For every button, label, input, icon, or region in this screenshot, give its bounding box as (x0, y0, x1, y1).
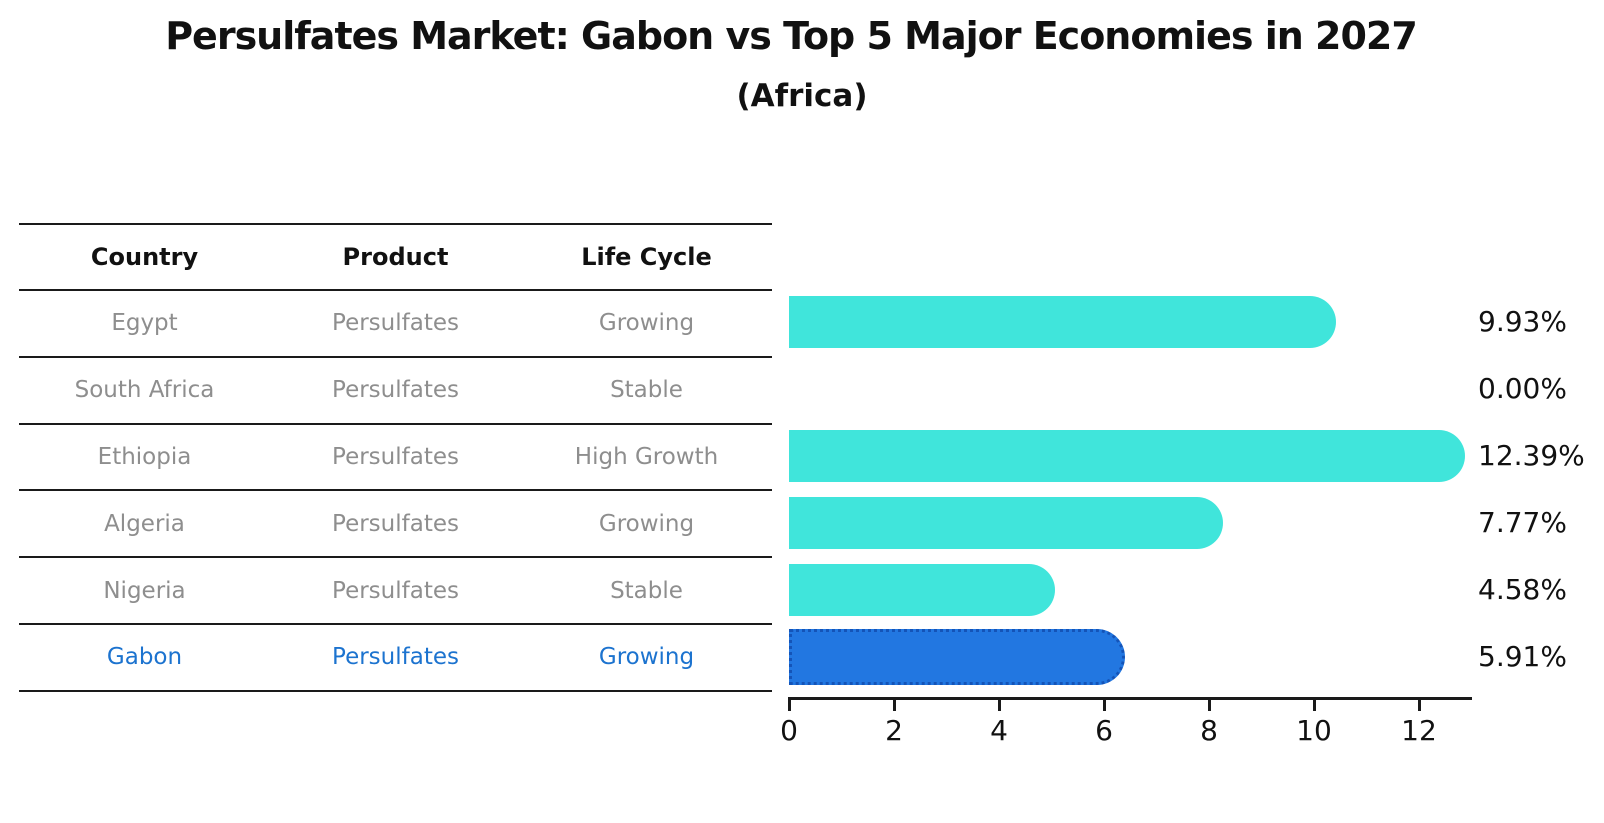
table-row-algeria: Algeria Persulfates Growing (19, 491, 772, 559)
value-label-ethiopia: 12.39% (1478, 439, 1585, 473)
cell-algeria-life-cycle: Growing (598, 510, 695, 537)
table-header-product: Product (342, 243, 449, 271)
country-table: Country Product Life Cycle Egypt Persulfate… (19, 223, 772, 692)
x-tick-label-8: 8 (1200, 714, 1218, 747)
bar-gabon (789, 628, 1126, 685)
x-tick-label-12: 12 (1401, 714, 1437, 747)
table-row-nigeria: Nigeria Persulfates Stable (19, 558, 772, 625)
cell-nigeria-country: Nigeria (103, 577, 186, 604)
table-row-egypt: Egypt Persulfates Growing (19, 291, 772, 358)
value-label-algeria: 7.77% (1478, 505, 1567, 539)
cell-nigeria-product: Persulfates (332, 577, 459, 604)
cell-south-africa-life-cycle: Stable (610, 377, 683, 404)
x-tick-0 (787, 697, 791, 711)
table-header-row: Country Product Life Cycle (19, 225, 772, 291)
table-header-country: Country (90, 243, 199, 271)
value-label-nigeria: 4.58% (1478, 572, 1567, 606)
x-tick-label-4: 4 (990, 714, 1008, 747)
table-row-ethiopia: Ethiopia Persulfates High Growth (19, 425, 772, 492)
x-tick-label-0: 0 (780, 714, 798, 747)
cell-south-africa-product: Persulfates (332, 377, 459, 404)
cell-south-africa-country: South Africa (74, 377, 215, 404)
table-header-life-cycle: Life Cycle (581, 243, 712, 271)
value-label-south-africa: 0.00% (1478, 372, 1567, 406)
cell-algeria-country: Algeria (104, 510, 185, 537)
chart-title: Persulfates Market: Gabon vs Top 5 Major… (165, 14, 1418, 58)
x-tick-6 (1102, 697, 1106, 711)
cell-ethiopia-life-cycle: High Growth (574, 443, 719, 470)
cell-egypt-life-cycle: Growing (598, 310, 695, 337)
x-tick-4 (997, 697, 1001, 711)
chart-subtitle: (Africa) (736, 78, 868, 114)
table-row-south-africa: South Africa Persulfates Stable (19, 358, 772, 425)
x-tick-2 (892, 697, 896, 711)
cell-gabon-country: Gabon (106, 644, 183, 671)
bar-algeria (789, 496, 1223, 549)
cell-egypt-product: Persulfates (332, 310, 459, 337)
x-tick-10 (1312, 697, 1316, 711)
table-row-gabon: Gabon Persulfates Growing (19, 625, 772, 692)
cell-gabon-life-cycle: Growing (598, 644, 695, 671)
x-tick-label-2: 2 (885, 714, 903, 747)
value-label-gabon: 5.91% (1478, 639, 1567, 673)
cell-nigeria-life-cycle: Stable (610, 577, 683, 604)
cell-algeria-product: Persulfates (332, 510, 459, 537)
x-axis-line (789, 697, 1472, 700)
x-tick-8 (1207, 697, 1211, 711)
value-label-egypt: 9.93% (1478, 305, 1567, 339)
x-tick-label-10: 10 (1296, 714, 1332, 747)
cell-egypt-country: Egypt (111, 310, 178, 337)
bar-nigeria (789, 563, 1056, 616)
cell-ethiopia-product: Persulfates (332, 443, 459, 470)
bar-egypt (789, 296, 1337, 349)
bar-ethiopia (789, 430, 1466, 483)
cell-gabon-product: Persulfates (332, 644, 459, 671)
cell-ethiopia-country: Ethiopia (97, 443, 192, 470)
x-tick-label-6: 6 (1095, 714, 1113, 747)
x-tick-12 (1417, 697, 1421, 711)
